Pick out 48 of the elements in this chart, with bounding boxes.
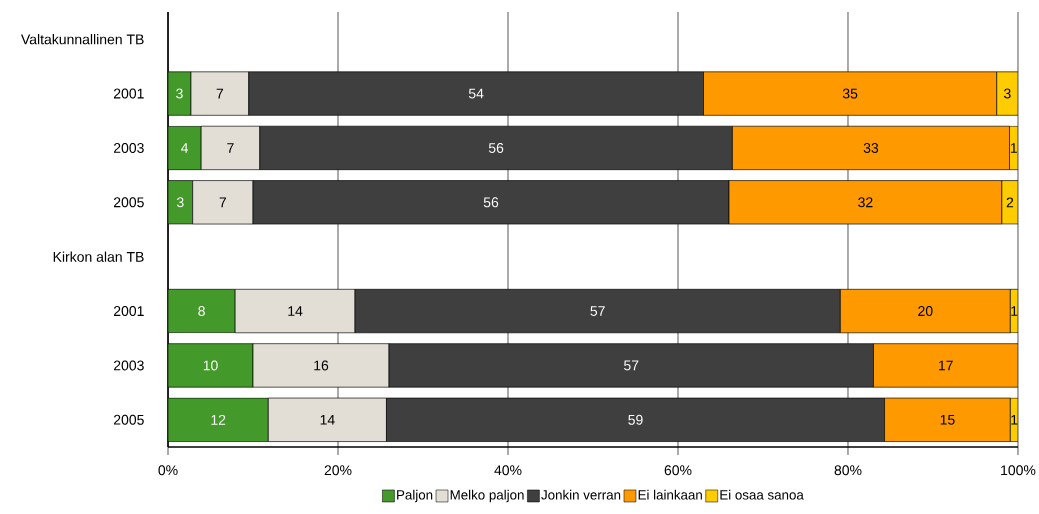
data-label: 4 bbox=[181, 143, 189, 153]
data-label: 54 bbox=[468, 88, 484, 99]
data-label: 1 bbox=[1011, 415, 1018, 425]
data-label: 16 bbox=[314, 360, 329, 371]
data-label: 14 bbox=[320, 415, 335, 425]
data-label: 2 bbox=[1006, 197, 1014, 208]
legend-label: Melko paljon bbox=[450, 489, 524, 503]
y-tick-label: 2005 bbox=[113, 414, 144, 425]
legend-label: Ei osaa sanoa bbox=[720, 489, 804, 500]
data-label: 20 bbox=[918, 306, 933, 317]
data-label: 57 bbox=[624, 360, 639, 371]
data-label: 33 bbox=[863, 142, 879, 153]
y-tick-label: 2001 bbox=[113, 306, 144, 317]
data-label: 3 bbox=[176, 88, 183, 99]
data-label: 14 bbox=[288, 306, 303, 316]
data-label: 56 bbox=[483, 197, 499, 208]
x-tick-label: 0% bbox=[158, 465, 178, 476]
data-label: 10 bbox=[203, 360, 218, 371]
y-tick-label: 2001 bbox=[113, 88, 144, 99]
y-tick-label: 2005 bbox=[113, 197, 144, 208]
data-label: 7 bbox=[227, 143, 234, 153]
data-label: 17 bbox=[939, 360, 953, 371]
legend-label: Jonkin verran bbox=[541, 489, 621, 500]
y-tick-label: 2003 bbox=[113, 360, 144, 371]
x-tick-label: 20% bbox=[324, 465, 352, 476]
data-label: 3 bbox=[176, 197, 184, 208]
data-label: 56 bbox=[488, 142, 504, 153]
data-label: 1 bbox=[1010, 143, 1017, 153]
x-tick-label: 40% bbox=[494, 465, 522, 476]
x-tick-label: 80% bbox=[834, 465, 862, 476]
x-tick-label: 100% bbox=[1001, 465, 1036, 476]
data-label: 8 bbox=[198, 306, 205, 317]
y-tick-label: 2003 bbox=[113, 142, 144, 153]
data-label: 35 bbox=[842, 88, 858, 99]
data-label: 7 bbox=[219, 197, 227, 208]
y-tick-label: Valtakunnallinen TB bbox=[20, 34, 144, 45]
data-label: 7 bbox=[216, 88, 224, 99]
legend-label: Paljon bbox=[397, 489, 433, 503]
data-label: 12 bbox=[211, 414, 226, 425]
legend-label: Ei lainkaan bbox=[638, 489, 702, 500]
data-label: 57 bbox=[590, 306, 605, 316]
data-label: 59 bbox=[628, 414, 643, 425]
x-tick-label: 60% bbox=[664, 465, 692, 476]
data-label: 3 bbox=[1004, 88, 1011, 99]
data-label: 32 bbox=[858, 197, 873, 208]
data-label: 15 bbox=[940, 414, 955, 425]
data-label: 1 bbox=[1011, 306, 1018, 316]
y-tick-label: Kirkon alan TB bbox=[53, 251, 144, 262]
